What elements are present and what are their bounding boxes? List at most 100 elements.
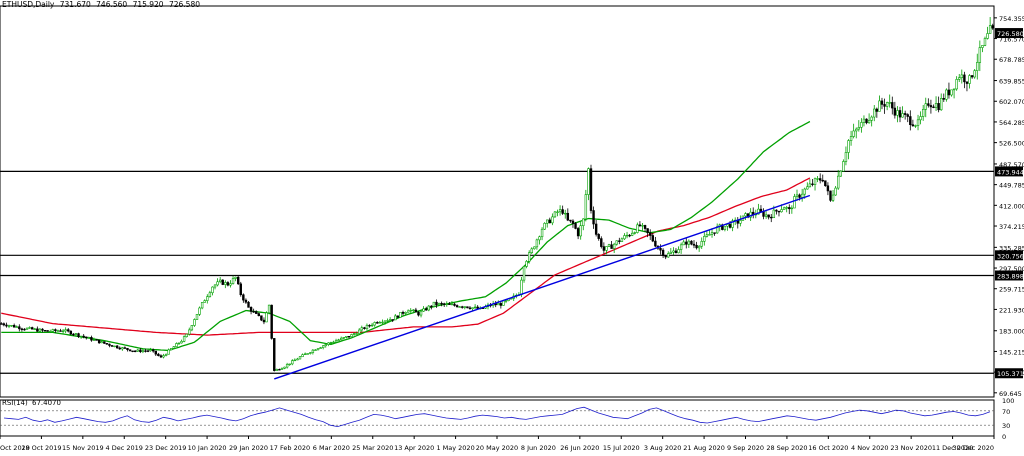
candle-body <box>193 319 196 326</box>
candle-body <box>211 286 214 294</box>
candle-body <box>198 307 201 315</box>
candle-body <box>113 345 116 348</box>
candle-body <box>576 228 580 237</box>
candle-body <box>538 236 541 241</box>
candle-body <box>605 246 608 251</box>
candle-body <box>770 216 773 219</box>
candle-body <box>584 194 588 220</box>
candle-body <box>976 62 979 71</box>
candle-body <box>749 211 752 218</box>
candle-body <box>25 327 29 330</box>
candle-body <box>661 249 665 256</box>
candle-body <box>473 306 477 309</box>
candle-body <box>90 337 93 341</box>
candle-body <box>558 209 562 213</box>
candle-body <box>628 234 631 237</box>
candle-body <box>391 319 394 321</box>
candle-body <box>530 248 533 253</box>
candle-body <box>623 235 626 240</box>
candle-body <box>937 103 940 111</box>
candle-body <box>831 194 835 201</box>
candle-body <box>857 127 861 130</box>
candle-body <box>278 369 281 371</box>
candle-body <box>424 308 428 311</box>
candle-body <box>638 224 642 227</box>
rsi-panel-border <box>0 399 995 437</box>
candle-body <box>723 225 727 230</box>
candle-body <box>739 220 742 224</box>
candle-body <box>311 349 315 353</box>
candle-body <box>133 350 137 353</box>
candle-body <box>782 207 786 210</box>
rsi-tick-label: 0 <box>1002 433 1006 441</box>
candle-body <box>587 168 590 195</box>
candle-body <box>443 303 446 305</box>
candle-body <box>270 304 273 339</box>
time-tick-label: 30 Dec 2020 <box>952 444 994 452</box>
candle-body <box>172 346 176 349</box>
candlestick-series <box>0 17 994 372</box>
candle-body <box>15 326 18 328</box>
candle-body <box>772 209 776 218</box>
level-label-box <box>995 270 1023 281</box>
level-label-box <box>995 166 1023 177</box>
moving-averages <box>1 120 811 352</box>
price-tick-label: 564.285 <box>999 119 1024 127</box>
candle-body <box>59 330 62 332</box>
price-panel-border <box>0 5 995 398</box>
candle-body <box>793 196 796 209</box>
candle-body <box>360 327 364 331</box>
candle-body <box>955 79 958 90</box>
candle-body <box>649 232 652 236</box>
time-tick-label: 3 Aug 2020 <box>644 444 682 452</box>
candle-body <box>409 309 412 312</box>
candle-body <box>847 140 850 153</box>
candle-body <box>293 359 297 362</box>
candle-body <box>427 305 430 311</box>
candle-body <box>0 323 3 325</box>
candle-body <box>324 344 327 347</box>
candle-body <box>30 327 34 330</box>
candle-body <box>5 324 8 327</box>
candle-body <box>818 178 822 181</box>
candle-body <box>396 315 400 318</box>
candle-body <box>703 236 706 242</box>
ma-fast-line <box>1 120 811 352</box>
candle-body <box>136 349 139 352</box>
candle-body <box>582 218 585 226</box>
candle-body <box>643 225 647 229</box>
candle-body <box>231 278 235 284</box>
ma-slow-line <box>1 177 811 336</box>
candle-body <box>461 306 464 308</box>
candle-body <box>36 328 39 332</box>
candle-body <box>600 238 603 247</box>
candle-body <box>916 119 920 126</box>
candle-body <box>893 107 897 116</box>
candle-body <box>932 106 935 109</box>
candle-body <box>388 319 392 321</box>
candle-body <box>834 187 837 196</box>
candle-body <box>412 309 415 312</box>
candle-body <box>602 246 606 251</box>
candle-body <box>911 124 915 127</box>
candle-body <box>767 214 770 218</box>
price-tick-label: 449.785 <box>999 182 1024 190</box>
rsi-tick-label: 100 <box>1002 397 1014 405</box>
candle-body <box>651 235 654 242</box>
candle-body <box>20 328 24 330</box>
candle-body <box>108 343 111 346</box>
price-tick-label: 335.285 <box>999 244 1024 252</box>
candle-body <box>131 350 134 353</box>
time-tick-label: 29 Jan 2020 <box>229 444 268 452</box>
candle-body <box>190 325 194 331</box>
candle-body <box>612 243 616 249</box>
candle-body <box>373 322 376 326</box>
time-tick-label: 23 Nov 2020 <box>890 444 932 452</box>
candle-body <box>234 276 237 279</box>
candle-body <box>821 179 824 182</box>
candle-body <box>808 183 812 188</box>
time-tick-label: 1 May 2020 <box>436 444 474 452</box>
candle-body <box>654 240 657 247</box>
candle-body <box>97 339 101 344</box>
candle-body <box>239 283 242 296</box>
